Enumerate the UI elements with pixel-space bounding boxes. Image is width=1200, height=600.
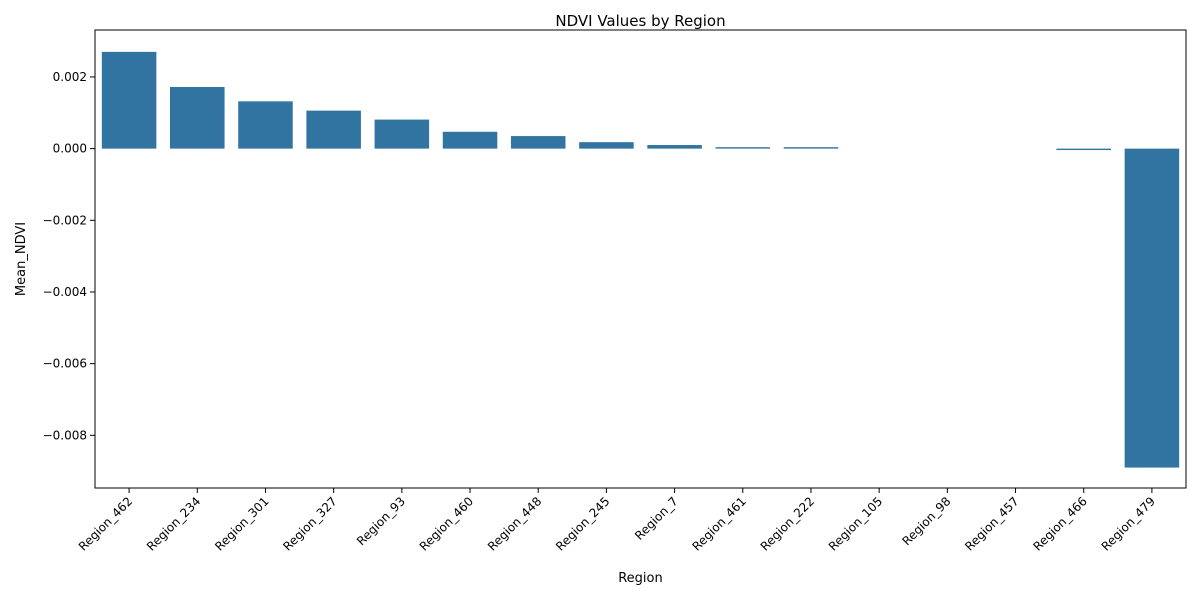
bar-region-245 <box>579 142 634 149</box>
y-tick-label: 0.002 <box>53 70 87 84</box>
x-tick-label: Region_222 <box>758 494 817 553</box>
bar-region-479 <box>1124 148 1180 468</box>
y-axis: 0.002 0.000 −0.002 −0.004 −0.006 −0.008 <box>43 70 95 442</box>
x-tick-label: Region_479 <box>1099 494 1158 553</box>
plot-frame <box>94 29 1187 489</box>
x-tick-label: Region_105 <box>826 494 885 553</box>
x-tick-label: Region_461 <box>690 494 749 553</box>
bar-region-327 <box>306 110 361 149</box>
y-axis-label: Mean_NDVI <box>14 222 29 296</box>
bar-region-466 <box>1056 148 1111 151</box>
y-tick-label: −0.006 <box>43 357 87 371</box>
x-tick-label: Region_448 <box>485 494 544 553</box>
x-tick-label: Region_460 <box>417 494 476 553</box>
x-axis-label: Region <box>618 571 663 586</box>
bar-region-234 <box>170 86 225 149</box>
y-tick-label: −0.004 <box>43 285 87 299</box>
x-tick-label: Region_93 <box>354 494 408 548</box>
x-tick-label: Region_301 <box>212 494 271 553</box>
bars-layer <box>101 51 1180 468</box>
y-tick-label: 0.000 <box>53 142 87 156</box>
y-tick-label: −0.002 <box>43 213 87 227</box>
bar-region-462 <box>101 51 157 149</box>
x-tick-label: Region_457 <box>962 494 1021 553</box>
x-tick-label: Region_98 <box>899 494 953 548</box>
x-tick-label: Region_462 <box>76 494 135 553</box>
bar-region-93 <box>374 119 430 149</box>
x-tick-label: Region_466 <box>1030 494 1089 553</box>
x-tick-label: Region_245 <box>553 494 612 553</box>
bar-region-222 <box>783 147 839 149</box>
x-tick-label: Region_327 <box>280 494 339 553</box>
y-tick-label: −0.008 <box>43 428 87 442</box>
x-tick-label: Region_234 <box>144 494 203 553</box>
bar-region-7 <box>647 145 702 149</box>
chart-title: NDVI Values by Region <box>555 12 725 30</box>
bar-region-448 <box>510 136 566 149</box>
bar-region-460 <box>442 131 498 149</box>
x-axis: Region_462 Region_234 Region_301 Region_327… <box>76 488 1158 554</box>
bar-region-301 <box>238 101 293 149</box>
x-tick-label: Region_7 <box>632 494 681 543</box>
bar-region-461 <box>715 147 771 149</box>
